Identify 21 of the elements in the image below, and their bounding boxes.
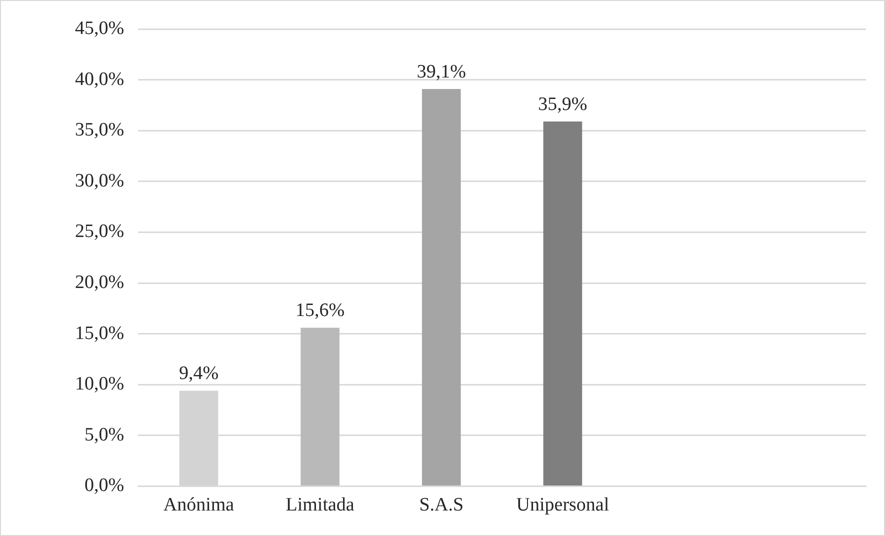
y-tick-label: 35,0%: [75, 120, 124, 141]
data-label: 39,1%: [416, 61, 466, 82]
y-tick-label: 10,0%: [75, 374, 124, 395]
data-label: 15,6%: [296, 300, 345, 322]
bar: [422, 88, 461, 486]
y-tick-label: 30,0%: [75, 170, 124, 192]
y-tick-label: 5,0%: [84, 424, 124, 446]
bar: [300, 328, 340, 486]
data-label: 35,9%: [538, 94, 588, 115]
x-tick-label: Limitada: [286, 494, 355, 516]
x-tick-label: Unipersonal: [516, 494, 610, 516]
y-tick-label: 15,0%: [75, 322, 124, 344]
y-tick-label: 20,0%: [75, 272, 124, 293]
y-tick-label: 25,0%: [75, 221, 124, 242]
data-label: 9,4%: [178, 363, 219, 384]
bar: [543, 121, 582, 486]
x-tick-label: S.A.S: [419, 494, 464, 516]
x-tick-label: Anónima: [163, 494, 235, 516]
y-tick-label: 40,0%: [75, 68, 124, 90]
y-tick-label: 0,0%: [84, 475, 124, 496]
y-tick-label: 45,0%: [75, 18, 124, 39]
